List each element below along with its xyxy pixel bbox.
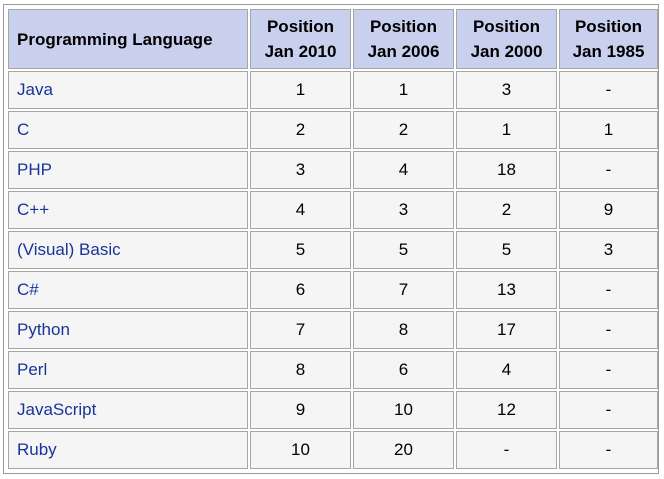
cell-jan-2006: 1 bbox=[353, 71, 454, 109]
cell-jan-2006: 10 bbox=[353, 391, 454, 429]
header-label-line1: Position bbox=[574, 17, 643, 36]
cell-jan-1985: - bbox=[559, 151, 658, 189]
cell-jan-2006: 2 bbox=[353, 111, 454, 149]
header-position-jan-2010: Position Jan 2010 bbox=[250, 9, 351, 69]
cell-jan-1985: 3 bbox=[559, 231, 658, 269]
table-row: Perl 8 6 4 - bbox=[8, 351, 658, 389]
table-row: Python 7 8 17 - bbox=[8, 311, 658, 349]
cell-jan-2000: - bbox=[456, 431, 557, 469]
table-row: C 2 2 1 1 bbox=[8, 111, 658, 149]
cell-jan-2000: 17 bbox=[456, 311, 557, 349]
cell-jan-2006: 20 bbox=[353, 431, 454, 469]
cell-language: C# bbox=[8, 271, 248, 309]
header-position-jan-1985: Position Jan 1985 bbox=[559, 9, 658, 69]
cell-jan-2000: 4 bbox=[456, 351, 557, 389]
cell-jan-2010: 9 bbox=[250, 391, 351, 429]
cell-jan-2000: 5 bbox=[456, 231, 557, 269]
table-row: PHP 3 4 18 - bbox=[8, 151, 658, 189]
cell-language: JavaScript bbox=[8, 391, 248, 429]
cell-language: Java bbox=[8, 71, 248, 109]
cell-jan-2010: 3 bbox=[250, 151, 351, 189]
table-row: Ruby 10 20 - - bbox=[8, 431, 658, 469]
cell-language: (Visual) Basic bbox=[8, 231, 248, 269]
cell-jan-1985: - bbox=[559, 311, 658, 349]
table-row: C++ 4 3 2 9 bbox=[8, 191, 658, 229]
cell-jan-1985: - bbox=[559, 71, 658, 109]
cell-language: PHP bbox=[8, 151, 248, 189]
header-label-line1: Position bbox=[472, 17, 541, 36]
cell-jan-2000: 1 bbox=[456, 111, 557, 149]
header-label-line1: Position bbox=[369, 17, 438, 36]
header-label-line2: Jan 2010 bbox=[264, 42, 337, 61]
cell-jan-2000: 2 bbox=[456, 191, 557, 229]
table-row: (Visual) Basic 5 5 5 3 bbox=[8, 231, 658, 269]
cell-jan-2000: 12 bbox=[456, 391, 557, 429]
table-row: JavaScript 9 10 12 - bbox=[8, 391, 658, 429]
cell-jan-2006: 6 bbox=[353, 351, 454, 389]
cell-jan-1985: - bbox=[559, 271, 658, 309]
cell-jan-2006: 8 bbox=[353, 311, 454, 349]
table-row: C# 6 7 13 - bbox=[8, 271, 658, 309]
header-position-jan-2006: Position Jan 2006 bbox=[353, 9, 454, 69]
header-label-line2: Jan 2006 bbox=[367, 42, 440, 61]
cell-language: C bbox=[8, 111, 248, 149]
cell-jan-2000: 3 bbox=[456, 71, 557, 109]
cell-jan-2010: 7 bbox=[250, 311, 351, 349]
cell-jan-1985: - bbox=[559, 431, 658, 469]
language-ranking-table: Programming Language Position Jan 2010 P… bbox=[6, 7, 660, 471]
header-label-line2: Jan 1985 bbox=[572, 42, 645, 61]
cell-jan-2006: 5 bbox=[353, 231, 454, 269]
cell-jan-2010: 6 bbox=[250, 271, 351, 309]
ranking-table-frame: Programming Language Position Jan 2010 P… bbox=[3, 4, 659, 474]
cell-jan-1985: - bbox=[559, 351, 658, 389]
header-position-jan-2000: Position Jan 2000 bbox=[456, 9, 557, 69]
header-row: Programming Language Position Jan 2010 P… bbox=[8, 9, 658, 69]
cell-jan-1985: 1 bbox=[559, 111, 658, 149]
cell-jan-1985: - bbox=[559, 391, 658, 429]
cell-jan-2000: 13 bbox=[456, 271, 557, 309]
header-label-line1: Position bbox=[266, 17, 335, 36]
cell-jan-2010: 2 bbox=[250, 111, 351, 149]
cell-language: Perl bbox=[8, 351, 248, 389]
cell-jan-2006: 4 bbox=[353, 151, 454, 189]
cell-language: C++ bbox=[8, 191, 248, 229]
table-row: Java 1 1 3 - bbox=[8, 71, 658, 109]
header-programming-language: Programming Language bbox=[8, 9, 248, 69]
cell-jan-2010: 10 bbox=[250, 431, 351, 469]
header-label-line2: Jan 2000 bbox=[470, 42, 543, 61]
cell-jan-2006: 3 bbox=[353, 191, 454, 229]
cell-jan-2000: 18 bbox=[456, 151, 557, 189]
cell-jan-2010: 1 bbox=[250, 71, 351, 109]
cell-language: Ruby bbox=[8, 431, 248, 469]
cell-jan-1985: 9 bbox=[559, 191, 658, 229]
cell-language: Python bbox=[8, 311, 248, 349]
cell-jan-2006: 7 bbox=[353, 271, 454, 309]
cell-jan-2010: 5 bbox=[250, 231, 351, 269]
cell-jan-2010: 4 bbox=[250, 191, 351, 229]
header-label: Programming Language bbox=[17, 29, 213, 49]
cell-jan-2010: 8 bbox=[250, 351, 351, 389]
